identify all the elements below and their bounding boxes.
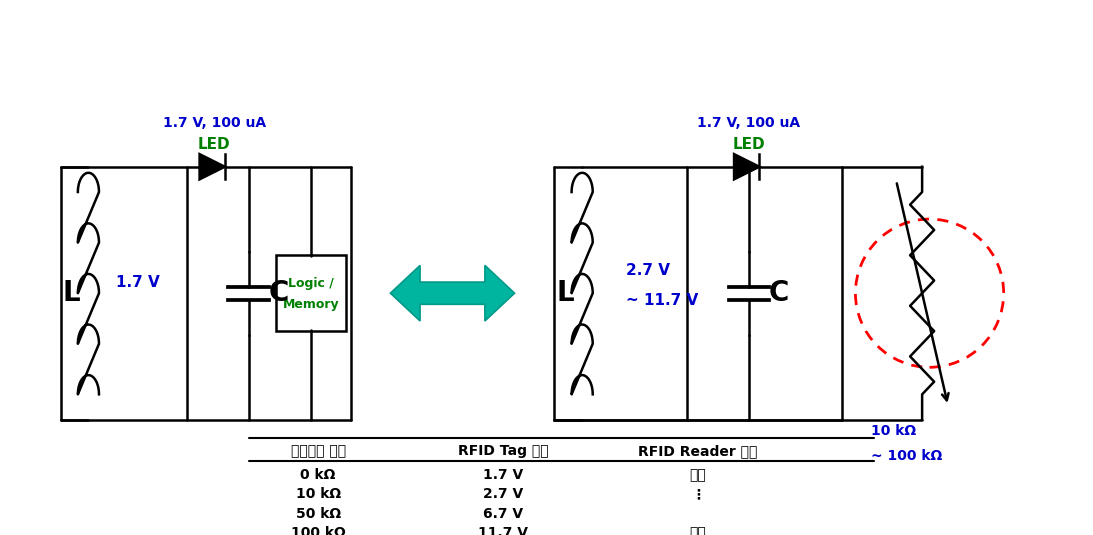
Text: 1.7 V, 100 uA: 1.7 V, 100 uA — [163, 116, 266, 129]
Text: RFID Reader 전압: RFID Reader 전압 — [638, 444, 757, 458]
Text: 임피던스 크기: 임피던스 크기 — [291, 444, 345, 458]
Text: 10 kΩ: 10 kΩ — [871, 424, 916, 438]
Text: C: C — [268, 279, 289, 307]
Text: 2.7 V: 2.7 V — [625, 263, 670, 278]
Polygon shape — [390, 265, 515, 321]
Text: 1.7 V: 1.7 V — [483, 468, 524, 482]
Polygon shape — [200, 154, 225, 179]
Text: RFID Tag 전압: RFID Tag 전압 — [458, 444, 549, 458]
Text: 낙음: 낙음 — [690, 468, 706, 482]
Text: 1.7 V, 100 uA: 1.7 V, 100 uA — [697, 116, 800, 129]
Text: C: C — [768, 279, 789, 307]
Text: 10 kΩ: 10 kΩ — [295, 487, 341, 501]
Text: ~ 100 kΩ: ~ 100 kΩ — [871, 449, 942, 463]
Text: 50 kΩ: 50 kΩ — [295, 507, 341, 521]
Text: ~ 11.7 V: ~ 11.7 V — [625, 293, 698, 308]
Text: 2.7 V: 2.7 V — [483, 487, 524, 501]
Polygon shape — [734, 154, 760, 179]
Text: ⋮: ⋮ — [691, 487, 705, 501]
Text: Logic /: Logic / — [287, 278, 333, 291]
Text: 11.7 V: 11.7 V — [479, 526, 528, 535]
Text: L: L — [63, 279, 81, 307]
Text: 100 kΩ: 100 kΩ — [291, 526, 345, 535]
Text: 0 kΩ: 0 kΩ — [301, 468, 336, 482]
Text: LED: LED — [198, 137, 231, 152]
Text: L: L — [556, 279, 574, 307]
Text: LED: LED — [732, 137, 765, 152]
Text: 6.7 V: 6.7 V — [483, 507, 524, 521]
Text: 1.7 V: 1.7 V — [116, 274, 160, 289]
Text: 높음: 높음 — [690, 526, 706, 535]
FancyBboxPatch shape — [275, 255, 346, 331]
Text: Memory: Memory — [282, 298, 339, 311]
